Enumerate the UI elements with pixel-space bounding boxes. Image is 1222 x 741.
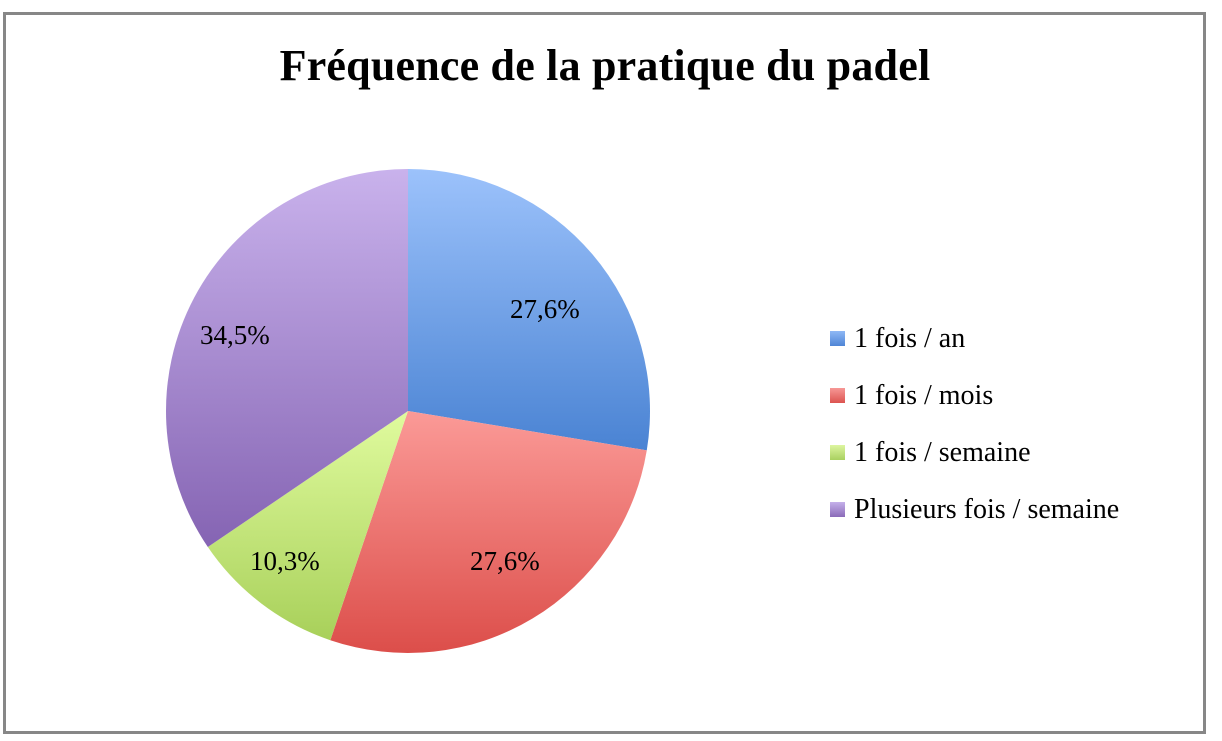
legend-item-1-fois-an: 1 fois / an [830, 310, 1119, 367]
chart-legend: 1 fois / an 1 fois / mois 1 fois / semai… [830, 310, 1119, 538]
slice-1-fois-mois [330, 411, 647, 653]
legend-label: 1 fois / semaine [854, 436, 1031, 468]
legend-label: 1 fois / an [854, 322, 966, 354]
legend-swatch-green [830, 445, 845, 460]
slice-1-fois-an [408, 169, 650, 451]
legend-item-plusieurs-fois-semaine: Plusieurs fois / semaine [830, 481, 1119, 538]
slice-label-1-fois-an: 27,6% [510, 294, 580, 324]
slice-label-plusieurs-fois-semaine: 34,5% [200, 320, 270, 350]
slice-1-fois-semaine [207, 411, 408, 641]
legend-swatch-red [830, 388, 845, 403]
slice-label-1-fois-semaine: 10,3% [250, 546, 320, 576]
chart-title: Fréquence de la pratique du padel [279, 41, 931, 90]
slice-label-1-fois-mois: 27,6% [470, 546, 540, 576]
legend-label: 1 fois / mois [854, 379, 994, 411]
legend-label: Plusieurs fois / semaine [854, 493, 1120, 525]
slice-plusieurs-fois-semaine [166, 169, 408, 548]
legend-item-1-fois-mois: 1 fois / mois [830, 367, 1119, 424]
legend-swatch-purple [830, 502, 845, 517]
legend-item-1-fois-semaine: 1 fois / semaine [830, 424, 1119, 481]
legend-swatch-blue [830, 331, 845, 346]
